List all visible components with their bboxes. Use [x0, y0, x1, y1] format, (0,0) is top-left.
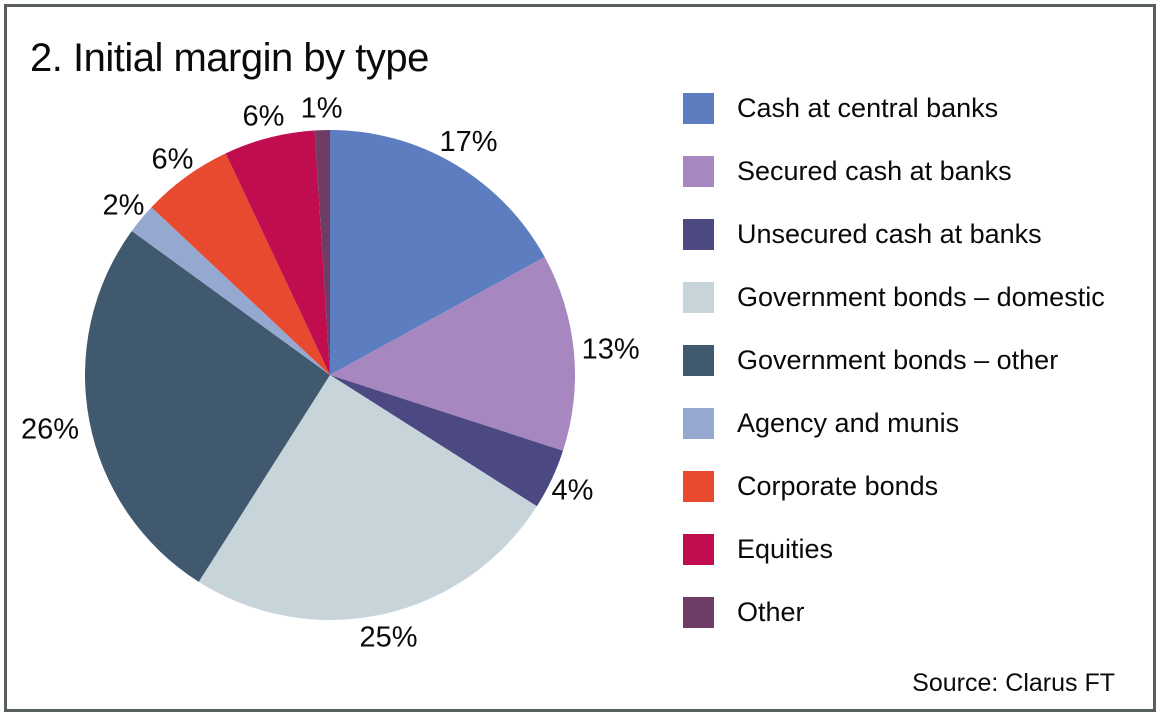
pie-value-label-agency-and-munis: 2%	[103, 189, 145, 221]
pie-value-label-unsecured-cash-at-banks: 4%	[552, 474, 594, 506]
legend-item-unsecured-cash-at-banks: Unsecured cash at banks	[683, 219, 1105, 250]
legend-swatch-icon	[683, 93, 714, 124]
pie-slice-secured-cash-at-banks	[330, 256, 575, 451]
pie-slice-government-bonds-other	[84, 230, 330, 582]
pie-value-label-cash-at-central-banks: 17%	[439, 126, 497, 158]
pie-value-label-equities: 6%	[242, 101, 284, 133]
legend-label: Government bonds – domestic	[737, 282, 1105, 312]
legend: Cash at central banks Secured cash at ban…	[683, 93, 1105, 628]
legend-swatch-icon	[683, 471, 714, 502]
legend-swatch-icon	[683, 597, 714, 628]
legend-label: Government bonds – other	[737, 345, 1059, 375]
legend-item-corporate-bonds: Corporate bonds	[683, 471, 1105, 502]
legend-swatch-icon	[683, 345, 714, 376]
pie-slice-corporate-bonds	[151, 153, 330, 375]
legend-label: Corporate bonds	[737, 471, 939, 501]
pie-value-label-government-bonds-domestic: 25%	[359, 622, 417, 654]
source-note: Source: Clarus FT	[912, 669, 1115, 697]
pie-slice-cash-at-central-banks	[330, 130, 545, 375]
legend-item-secured-cash-at-banks: Secured cash at banks	[683, 156, 1105, 187]
legend-item-equities: Equities	[683, 534, 1105, 565]
legend-item-government-bonds-domestic: Government bonds – domestic	[683, 282, 1105, 313]
legend-label: Secured cash at banks	[737, 156, 1012, 186]
legend-label: Unsecured cash at banks	[737, 219, 1042, 249]
legend-swatch-icon	[683, 408, 714, 439]
legend-label: Cash at central banks	[737, 93, 999, 123]
pie-value-label-other: 1%	[301, 92, 343, 124]
pie-slice-agency-and-munis	[131, 207, 330, 375]
legend-swatch-icon	[683, 534, 714, 565]
pie-slice-equities	[225, 130, 330, 375]
pie-value-label-secured-cash-at-banks: 13%	[582, 334, 640, 366]
chart-title: 2. Initial margin by type	[30, 36, 429, 80]
legend-label: Equities	[737, 534, 834, 564]
legend-item-government-bonds-other: Government bonds – other	[683, 345, 1105, 376]
legend-item-other: Other	[683, 597, 1105, 628]
pie-slice-other	[314, 130, 330, 375]
legend-item-cash-at-central-banks: Cash at central banks	[683, 93, 1105, 124]
legend-label: Other	[737, 597, 805, 627]
legend-item-agency-and-munis: Agency and munis	[683, 408, 1105, 439]
legend-swatch-icon	[683, 282, 714, 313]
legend-swatch-icon	[683, 219, 714, 250]
legend-label: Agency and munis	[737, 408, 960, 438]
pie-value-label-corporate-bonds: 6%	[152, 143, 194, 175]
pie-slice-unsecured-cash-at-banks	[330, 375, 564, 507]
legend-swatch-icon	[683, 156, 714, 187]
pie-slice-government-bonds-domestic	[198, 375, 537, 620]
pie-value-label-government-bonds-other: 26%	[21, 414, 79, 446]
